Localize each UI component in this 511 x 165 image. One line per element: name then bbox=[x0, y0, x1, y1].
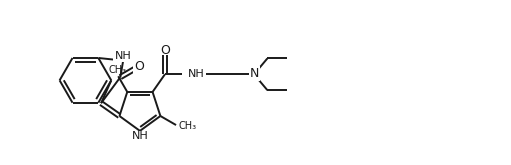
Text: O: O bbox=[134, 60, 144, 73]
Text: CH₃: CH₃ bbox=[109, 65, 127, 75]
Text: CH₃: CH₃ bbox=[178, 121, 196, 131]
Text: NH: NH bbox=[188, 69, 205, 79]
Text: NH: NH bbox=[114, 51, 131, 61]
Text: N: N bbox=[250, 67, 259, 80]
Text: NH: NH bbox=[131, 132, 148, 141]
Text: O: O bbox=[160, 44, 170, 57]
